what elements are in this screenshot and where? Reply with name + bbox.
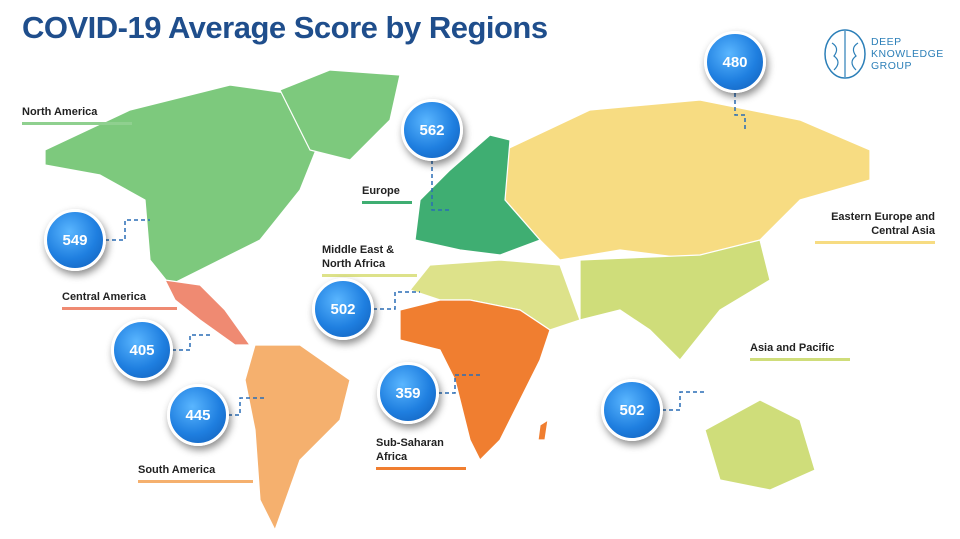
region-score: 502: [601, 379, 663, 441]
central-america: [164, 279, 251, 346]
region-label: Middle East & North Africa: [322, 243, 417, 277]
region-score: 549: [44, 209, 106, 271]
connector: [373, 291, 420, 310]
connector: [438, 374, 480, 394]
region-score: 359: [377, 362, 439, 424]
region-score: 502: [312, 278, 374, 340]
europe: [414, 134, 541, 256]
region-label: Asia and Pacific: [750, 341, 850, 361]
asia-pacific: [579, 239, 771, 361]
north-america: [44, 84, 321, 286]
title: COVID-19 Average Score by Regions: [22, 10, 548, 45]
eastern-europe-asia: [504, 99, 871, 261]
region-score: 562: [401, 99, 463, 161]
connector: [105, 219, 150, 241]
logo-text: DEEP KNOWLEDGE GROUP: [871, 36, 944, 72]
region-label: Central America: [62, 290, 177, 310]
region-score: 405: [111, 319, 173, 381]
sub-saharan-africa: [399, 299, 551, 461]
south-america: [244, 344, 351, 531]
region-score: 445: [167, 384, 229, 446]
region-label: Europe: [362, 184, 412, 204]
connector: [662, 391, 705, 411]
connector: [431, 160, 450, 211]
region-score: 480: [704, 31, 766, 93]
greenland: [279, 69, 401, 161]
connector: [172, 334, 210, 351]
madagascar: [537, 419, 549, 441]
logo-icon: [824, 29, 866, 79]
region-label: North America: [22, 105, 132, 125]
australia: [704, 399, 816, 491]
connector: [734, 93, 746, 130]
region-label: Sub-Saharan Africa: [376, 436, 466, 470]
region-label: South America: [138, 463, 253, 483]
region-label: Eastern Europe and Central Asia: [815, 210, 935, 244]
